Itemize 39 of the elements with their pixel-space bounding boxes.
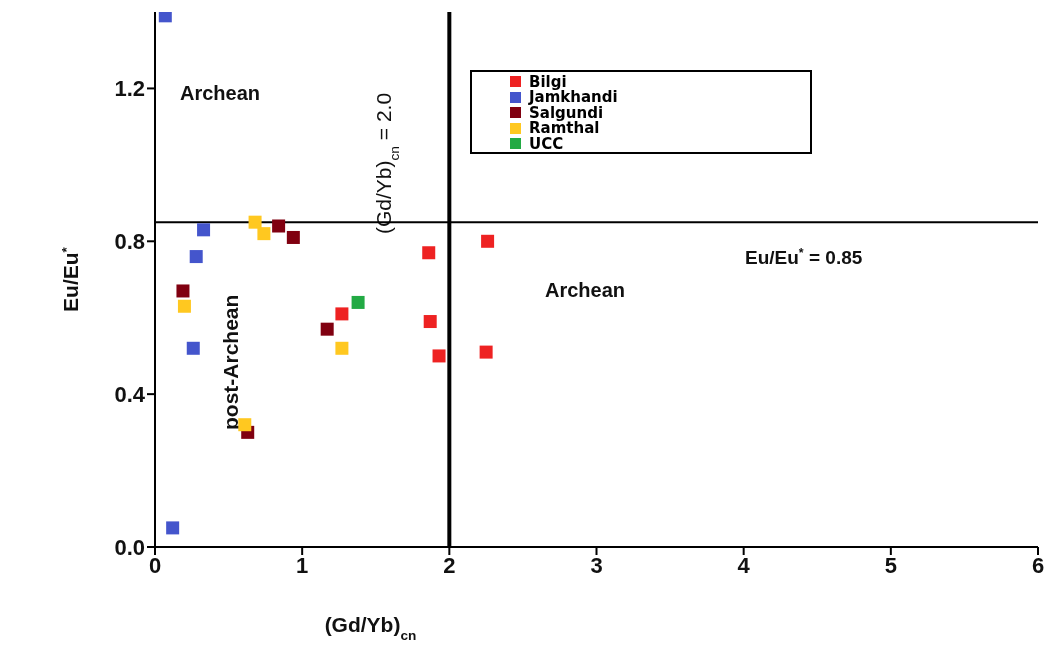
point [272, 219, 286, 233]
point [423, 315, 437, 329]
annotation: Archean [545, 279, 626, 301]
point [166, 521, 180, 535]
point [189, 250, 203, 264]
legend-label: Jamkhandi [529, 88, 618, 107]
x-tick-label: 5 [884, 552, 897, 578]
x-tick-label: 3 [590, 552, 603, 578]
point [177, 299, 191, 313]
point [186, 341, 200, 355]
x-tick-label: 6 [1031, 552, 1045, 578]
point [286, 230, 300, 244]
point [479, 345, 493, 359]
point [422, 246, 436, 260]
point [158, 12, 172, 23]
point [481, 234, 495, 248]
ref-line-label: Eu/Eu$^{*}$ = 0.85 [745, 246, 863, 269]
legend-label: Bilgi [529, 72, 567, 91]
point [432, 349, 446, 363]
x-tick-label: 1 [296, 552, 309, 578]
annotation: Archean [180, 82, 261, 104]
annotation: post-Archean [219, 294, 242, 430]
point [176, 284, 190, 298]
point [335, 307, 349, 321]
y-tick-label: 0.4 [114, 381, 146, 407]
x-tick-label: 0 [148, 552, 162, 578]
x-axis-title: (Gd/Yb)$_{cn}$ [324, 613, 417, 643]
y-tick-label: 0.0 [114, 534, 145, 560]
point [320, 322, 334, 336]
point [197, 223, 211, 237]
x-tick-label: 2 [443, 552, 456, 578]
y-tick-label: 0.8 [114, 229, 145, 255]
point [351, 295, 365, 309]
point [335, 341, 349, 355]
point [248, 215, 262, 229]
point [238, 418, 252, 432]
x-tick-label: 4 [737, 552, 751, 578]
point [257, 227, 271, 241]
y-tick-label: 1.2 [114, 76, 145, 102]
